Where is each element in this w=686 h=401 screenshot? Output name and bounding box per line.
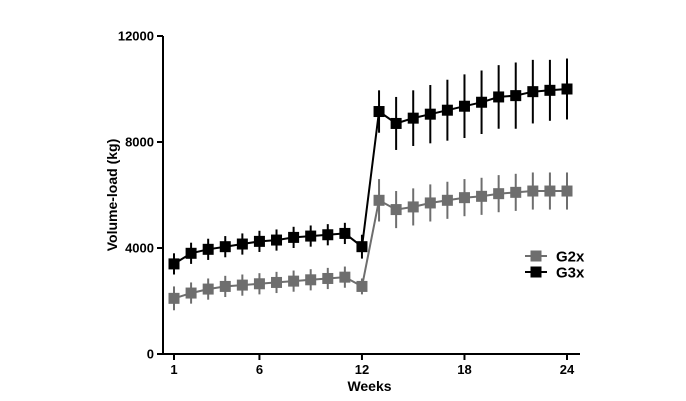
series-line <box>173 88 568 265</box>
x-tick-label: 1 <box>170 362 177 377</box>
data-point <box>510 186 522 198</box>
data-point <box>561 83 573 95</box>
data-point <box>493 188 505 200</box>
legend-label: G3x <box>556 265 585 282</box>
data-point <box>322 272 334 284</box>
data-point <box>339 271 351 283</box>
data-point <box>527 185 539 197</box>
data-point <box>236 279 248 291</box>
data-point <box>202 243 214 255</box>
data-point <box>458 100 470 112</box>
data-point <box>185 247 197 259</box>
data-point <box>219 241 231 253</box>
data-point <box>390 117 402 129</box>
data-point <box>185 287 197 299</box>
series-G3x <box>168 58 573 275</box>
data-point <box>168 292 180 304</box>
data-point <box>305 230 317 242</box>
data-point <box>356 241 368 253</box>
chart-axes: 0 4000 8000 12000 1 6 12 18 24 <box>118 29 580 377</box>
data-point <box>407 201 419 213</box>
data-point <box>476 190 488 202</box>
x-tick-label: 12 <box>355 362 369 377</box>
data-point <box>510 90 522 102</box>
data-point <box>288 275 300 287</box>
data-point <box>271 276 283 288</box>
data-point <box>390 204 402 216</box>
x-tick-label: 24 <box>560 362 575 377</box>
legend-marker <box>530 250 542 262</box>
data-point <box>253 278 265 290</box>
legend-marker <box>530 266 542 278</box>
data-point <box>544 84 556 96</box>
x-tick-label: 6 <box>256 362 263 377</box>
data-point <box>373 106 385 118</box>
legend-label: G2x <box>556 249 585 266</box>
data-point <box>407 112 419 124</box>
y-tick-label: 0 <box>147 347 154 362</box>
series-G2x <box>168 172 573 311</box>
data-point <box>373 194 385 206</box>
data-point <box>305 274 317 286</box>
x-axis-title: Weeks <box>347 378 391 394</box>
data-point <box>339 227 351 239</box>
data-point <box>168 258 180 270</box>
x-tick-label: 18 <box>457 362 471 377</box>
data-point <box>271 234 283 246</box>
y-tick-label: 4000 <box>125 241 154 256</box>
data-point <box>561 185 573 197</box>
y-tick-label: 8000 <box>125 135 154 150</box>
chart-series <box>168 58 573 311</box>
data-point <box>424 197 436 209</box>
data-point <box>202 283 214 295</box>
data-point <box>441 104 453 116</box>
y-tick-label: 12000 <box>118 29 154 44</box>
data-point <box>476 96 488 108</box>
data-point <box>219 280 231 292</box>
data-point <box>424 108 436 120</box>
data-point <box>288 231 300 243</box>
data-point <box>493 91 505 103</box>
data-point <box>544 185 556 197</box>
data-point <box>356 280 368 292</box>
data-point <box>441 194 453 206</box>
data-point <box>236 238 248 250</box>
data-point <box>253 235 265 247</box>
data-point <box>322 229 334 241</box>
data-point <box>458 192 470 204</box>
data-point <box>527 86 539 98</box>
y-axis-title: Volume-load (kg) <box>104 139 120 252</box>
